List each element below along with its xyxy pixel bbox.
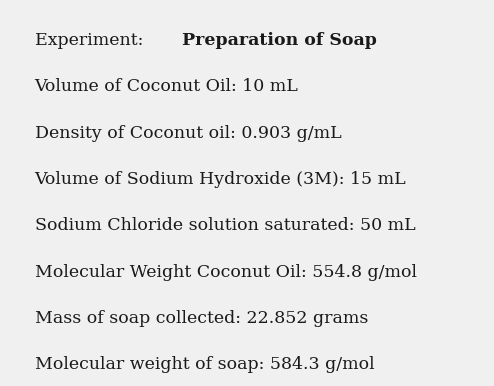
Text: Volume of Coconut Oil: 10 mL: Volume of Coconut Oil: 10 mL — [35, 78, 298, 95]
Text: Molecular weight of soap: 584.3 g/mol: Molecular weight of soap: 584.3 g/mol — [35, 356, 374, 373]
Text: Molecular Weight Coconut Oil: 554.8 g/mol: Molecular Weight Coconut Oil: 554.8 g/mo… — [35, 264, 416, 281]
Text: Sodium Chloride solution saturated: 50 mL: Sodium Chloride solution saturated: 50 m… — [35, 217, 415, 234]
Text: Mass of soap collected: 22.852 grams: Mass of soap collected: 22.852 grams — [35, 310, 368, 327]
Text: Experiment:: Experiment: — [35, 32, 149, 49]
Text: Preparation of Soap: Preparation of Soap — [181, 32, 376, 49]
Text: Volume of Sodium Hydroxide (3M): 15 mL: Volume of Sodium Hydroxide (3M): 15 mL — [35, 171, 406, 188]
Text: Density of Coconut oil: 0.903 g/mL: Density of Coconut oil: 0.903 g/mL — [35, 125, 341, 142]
